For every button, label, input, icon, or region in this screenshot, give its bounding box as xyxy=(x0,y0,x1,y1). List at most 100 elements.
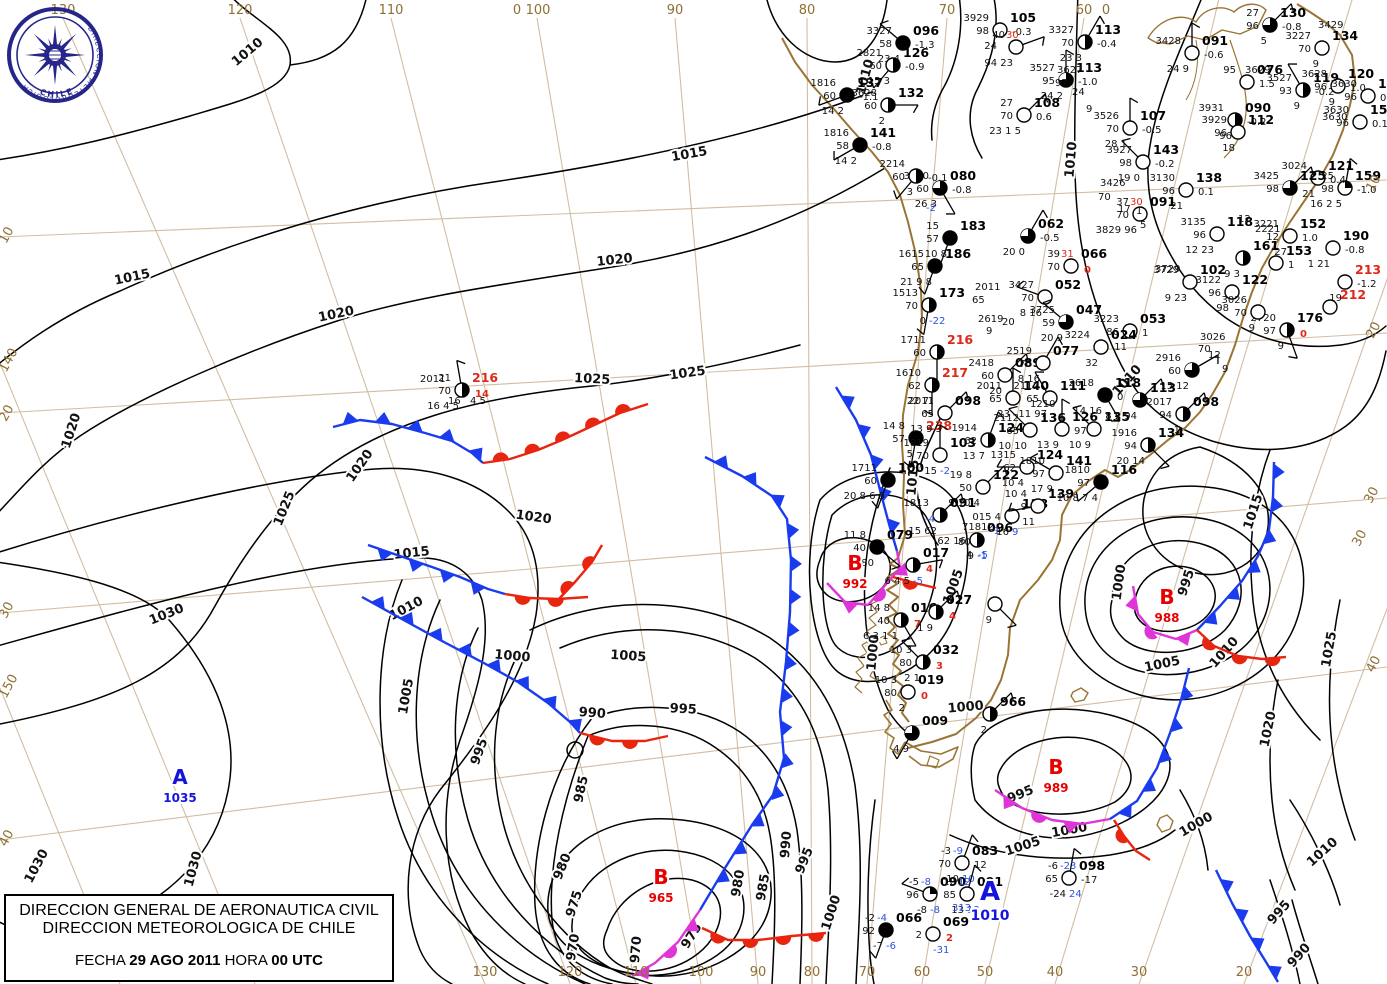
station-plot: 40 30 94 23 xyxy=(984,30,1045,69)
svg-text:26 3: 26 3 xyxy=(915,199,937,210)
svg-text:152: 152 xyxy=(1300,216,1326,231)
svg-text:97: 97 xyxy=(1074,426,1087,437)
svg-text:161: 161 xyxy=(1253,238,1279,253)
svg-text:137: 137 xyxy=(857,75,883,90)
svg-text:124: 124 xyxy=(998,420,1024,435)
svg-text:1.5: 1.5 xyxy=(1259,79,1275,90)
svg-text:4: 4 xyxy=(966,550,972,561)
svg-text:90: 90 xyxy=(667,3,684,18)
front-occluded xyxy=(994,789,1111,834)
coast-segment xyxy=(854,639,871,694)
svg-text:2112: 2112 xyxy=(1014,381,1039,392)
station-plot: 2720 97 176 0 9 xyxy=(1251,310,1323,359)
svg-text:3628: 3628 xyxy=(1302,69,1327,80)
svg-text:313: 313 xyxy=(952,903,971,914)
svg-text:2011: 2011 xyxy=(420,374,445,385)
svg-text:80: 80 xyxy=(884,688,897,699)
svg-text:22 7: 22 7 xyxy=(907,396,929,407)
svg-text:40: 40 xyxy=(1047,965,1064,980)
svg-text:143: 143 xyxy=(1153,142,1179,157)
high-center-1035: A 1035 xyxy=(161,763,198,807)
isobar-line xyxy=(379,579,549,984)
svg-text:20: 20 xyxy=(1363,320,1384,342)
svg-text:9: 9 xyxy=(1313,59,1319,70)
svg-text:107: 107 xyxy=(1140,108,1166,123)
svg-text:0: 0 xyxy=(921,691,928,702)
station-plot: -2 -492 066 -7 -6 xyxy=(862,910,922,959)
station-plot: 10 3 80 019 0 2 xyxy=(875,672,944,714)
svg-text:076: 076 xyxy=(1257,62,1283,77)
station-plot: 3526 70 107 -0.5 28 1 xyxy=(1094,97,1166,150)
svg-text:30: 30 xyxy=(1131,965,1148,980)
svg-text:70: 70 xyxy=(1298,44,1311,55)
svg-text:62 16: 62 16 xyxy=(937,536,966,547)
svg-text:40: 40 xyxy=(992,30,1005,41)
svg-text:1: 1 xyxy=(980,893,987,904)
svg-text:60: 60 xyxy=(913,348,926,359)
svg-text:65: 65 xyxy=(1026,394,1039,405)
station-plot: 113 8 2 94 xyxy=(1105,378,1176,422)
svg-text:3221: 3221 xyxy=(1254,219,1279,230)
svg-text:995: 995 xyxy=(468,736,491,767)
svg-text:96: 96 xyxy=(1246,21,1259,32)
svg-text:14 2: 14 2 xyxy=(835,156,857,167)
svg-text:-4: -4 xyxy=(925,514,935,525)
svg-text:216: 216 xyxy=(472,370,498,385)
svg-text:12: 12 xyxy=(1208,350,1221,361)
svg-text:3929: 3929 xyxy=(1202,115,1227,126)
svg-text:40: 40 xyxy=(877,616,890,627)
svg-text:37: 37 xyxy=(1116,197,1129,208)
svg-text:-2: -2 xyxy=(926,203,936,214)
svg-text:2: 2 xyxy=(899,703,905,714)
station-plot: 19 8 50 122 9 10 4 xyxy=(948,465,1019,509)
station-plot: 1315 62 124 10 4 xyxy=(991,447,1064,489)
svg-text:1030: 1030 xyxy=(22,847,52,886)
svg-text:-0.1: -0.1 xyxy=(928,173,948,184)
hora-value: 00 UTC xyxy=(271,952,323,969)
svg-text:12 23: 12 23 xyxy=(1185,245,1214,256)
station-plot: 3327 70 113 -0.4 23 3 xyxy=(1049,15,1121,64)
front-cold xyxy=(698,455,802,911)
svg-text:122: 122 xyxy=(993,467,1019,482)
isobar-line xyxy=(547,818,772,977)
svg-text:-31: -31 xyxy=(933,945,949,956)
svg-text:1711: 1711 xyxy=(852,463,877,474)
svg-text:80: 80 xyxy=(861,558,874,569)
station-plot: 1615 65 186 21 9 8 xyxy=(899,246,971,295)
svg-text:A: A xyxy=(172,765,188,789)
station-plot: 2112 65 136 10 10 xyxy=(994,405,1066,452)
svg-text:212: 212 xyxy=(1340,287,1366,302)
svg-text:95: 95 xyxy=(1042,76,1055,87)
svg-text:995: 995 xyxy=(669,701,697,717)
svg-text:0: 0 xyxy=(1102,3,1110,18)
svg-text:70: 70 xyxy=(1098,192,1111,203)
station-plot: 14 8 57 238 5 xyxy=(883,418,952,469)
station-plot: 3026 709 xyxy=(1222,295,1266,334)
svg-text:2619: 2619 xyxy=(978,314,1003,325)
isobar-line xyxy=(949,829,1176,859)
station-plot: 3929 98 105 -0.3 24 xyxy=(964,10,1037,52)
svg-text:1819: 1819 xyxy=(904,438,929,449)
station-plot: 3122 96 122 98 xyxy=(1196,272,1269,314)
svg-text:995: 995 xyxy=(793,845,817,876)
svg-text:141: 141 xyxy=(1066,453,1092,468)
svg-text:140: 140 xyxy=(0,346,21,375)
svg-text:-6: -6 xyxy=(886,941,896,952)
svg-text:10 8 7 4: 10 8 7 4 xyxy=(1057,493,1098,504)
svg-text:65: 65 xyxy=(921,409,934,420)
svg-text:1010: 1010 xyxy=(971,908,1010,924)
svg-text:096: 096 xyxy=(913,23,939,38)
svg-text:0: 0 xyxy=(1117,392,1123,403)
svg-text:93: 93 xyxy=(1279,86,1292,97)
svg-text:21 9 8: 21 9 8 xyxy=(900,277,932,288)
front-occluded xyxy=(1125,585,1198,646)
front-warm xyxy=(504,592,589,607)
svg-text:10 10: 10 10 xyxy=(998,441,1027,452)
isobar-line xyxy=(0,91,873,364)
coast-segment xyxy=(1156,814,1174,833)
svg-text:1005: 1005 xyxy=(610,648,647,665)
